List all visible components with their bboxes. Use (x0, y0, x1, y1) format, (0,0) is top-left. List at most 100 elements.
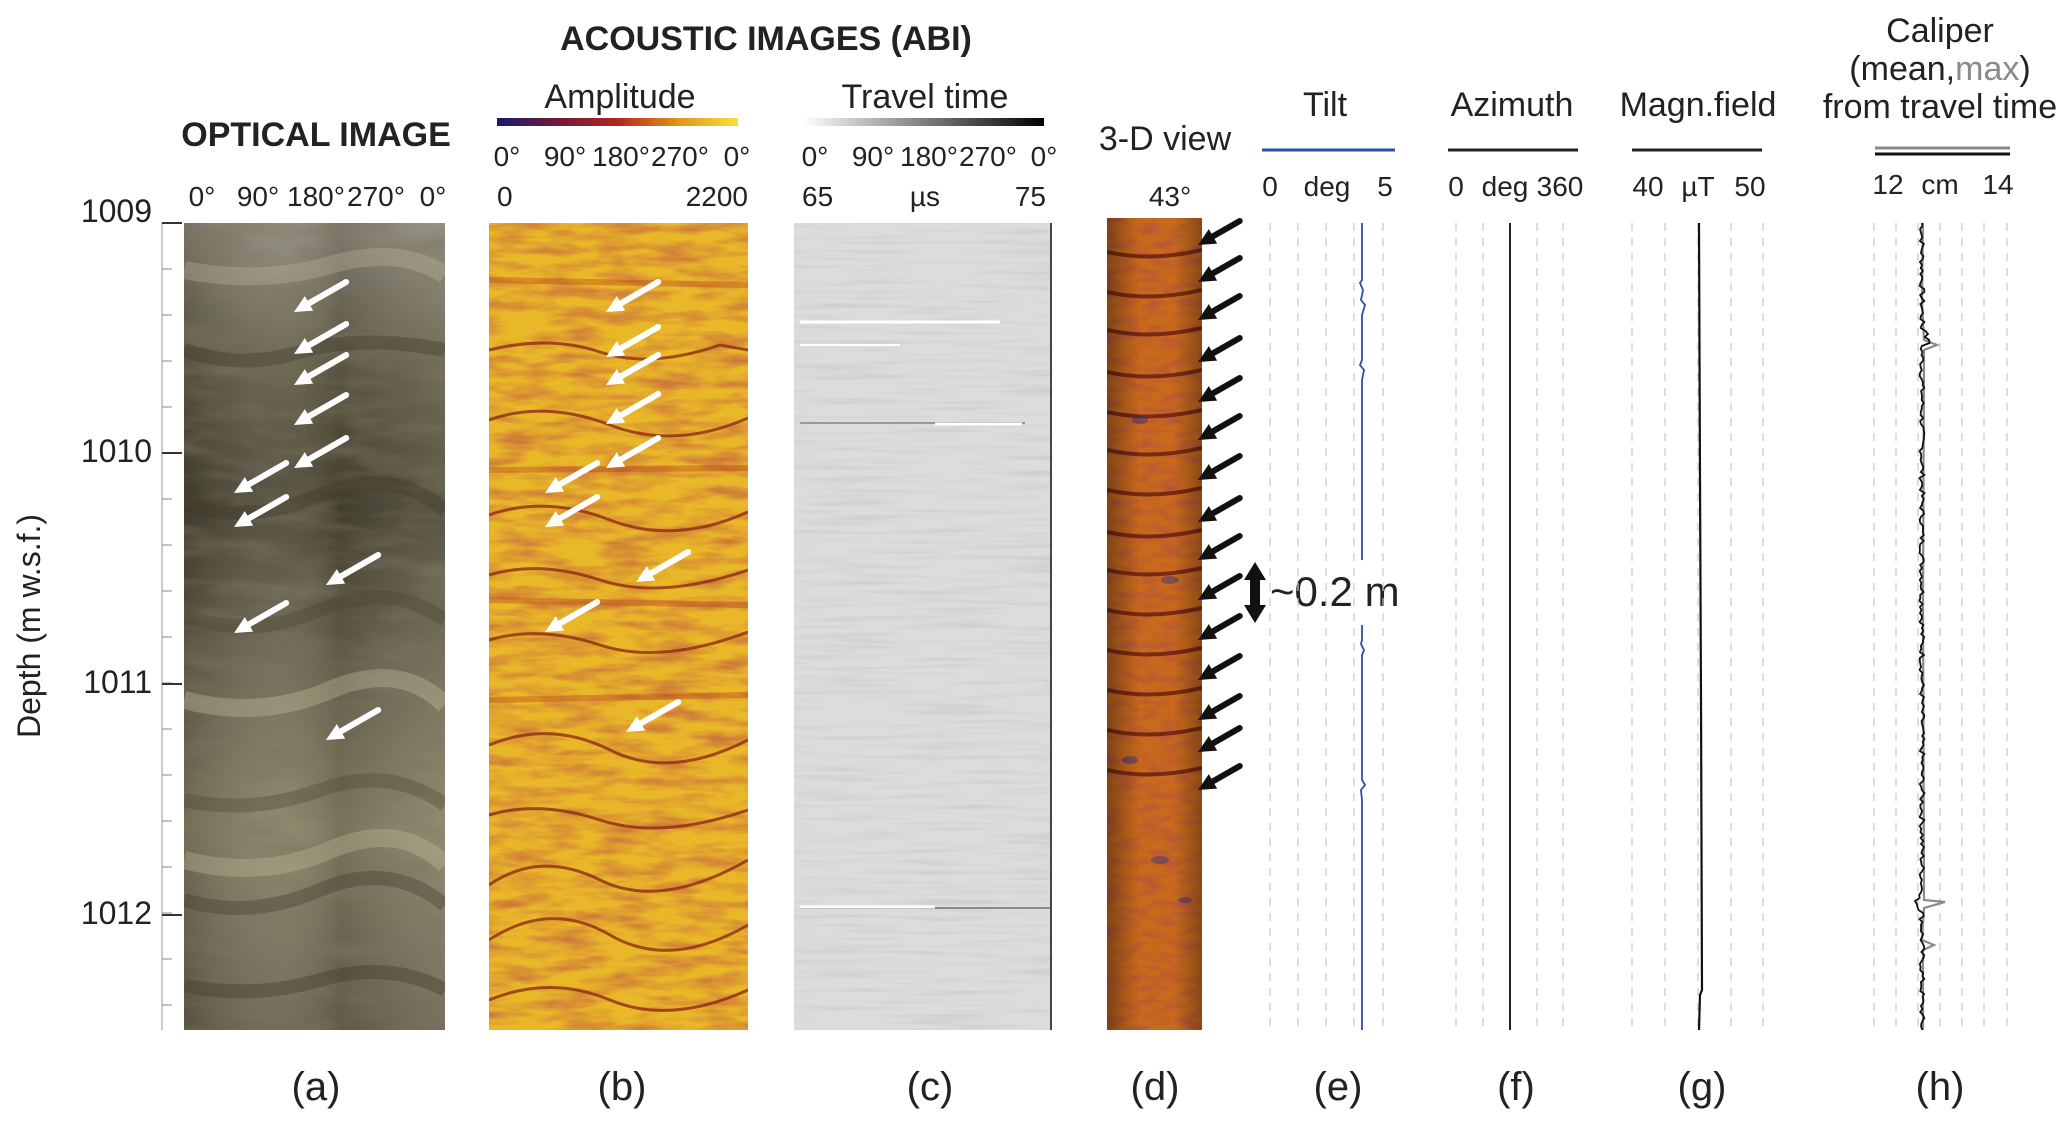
view3d-label: 3-D view (1099, 120, 1232, 158)
azimuth-scale-max: 360 (1537, 171, 1584, 202)
fracture-arrow (303, 435, 350, 464)
travel-time-azimuth-tick: 270° (959, 141, 1017, 172)
travel-time-colorbar (803, 118, 1044, 126)
amplitude-azimuth-tick: 90° (544, 141, 586, 172)
arrow-head-icon (1198, 464, 1218, 480)
fracture-arrow (1207, 653, 1243, 676)
amplitude-fracture-arrows (545, 279, 692, 732)
tilt-scale-max: 5 (1377, 171, 1393, 202)
travel-time-scale-unit: µs (910, 181, 940, 212)
view3d-angle: 43° (1149, 181, 1191, 212)
caliper-max-curve (1920, 222, 1946, 1030)
fracture-arrow (303, 279, 350, 308)
optical-azimuth-ticks: 0° 90° 180° 270° 0° (189, 181, 447, 212)
travel-time-azimuth-tick: 0° (1031, 141, 1058, 172)
azimuth-scale-unit: deg (1482, 171, 1529, 202)
arrow-head-icon (626, 716, 646, 732)
caliper-label-line2: (mean,max) (1849, 50, 2030, 88)
arrow-head-icon (545, 477, 565, 493)
arrow-head-icon (1198, 584, 1218, 600)
panel-letter-d: (d) (1131, 1065, 1180, 1109)
amplitude-scale-max: 2200 (686, 181, 748, 212)
travel-time-scale-min: 65 (802, 181, 833, 212)
arrow-head-icon (606, 408, 626, 424)
travel-time-label: Travel time (842, 78, 1009, 116)
amplitude-scale-min: 0 (497, 181, 513, 212)
optical-azimuth-tick: 0° (189, 181, 216, 212)
fracture-arrow (615, 352, 662, 381)
fracture-arrow (1207, 495, 1243, 518)
caliper-label-close: ) (2019, 50, 2030, 88)
azimuth-label: Azimuth (1451, 86, 1574, 124)
panel-letters: (a) (b) (c) (d) (e) (f) (g) (h) (292, 1065, 1965, 1109)
arrow-head-icon (606, 452, 626, 468)
fracture-arrow (1207, 725, 1243, 748)
depth-tick-label: 1010 (81, 433, 152, 469)
optical-image (184, 223, 445, 1030)
fracture-arrow (1207, 413, 1243, 436)
fracture-arrow (1207, 255, 1243, 278)
fracture-arrow (1207, 375, 1243, 398)
caliper-label-max: max (1955, 50, 2019, 88)
fracture-arrow (303, 321, 350, 350)
magn-field-scale-max: 50 (1734, 171, 1765, 202)
depth-tick-label: 1012 (81, 895, 152, 931)
arrow-head-icon (234, 617, 254, 633)
amplitude-azimuth-tick: 0° (494, 141, 521, 172)
arrow-head-icon (606, 369, 626, 385)
arrow-head-icon (606, 341, 626, 357)
magn-field-curve (1697, 222, 1704, 1031)
acoustic-images-title: ACOUSTIC IMAGES (ABI) (560, 20, 972, 58)
arrow-head-icon (326, 724, 346, 740)
fracture-arrow (635, 699, 682, 728)
arrow-head-icon (234, 511, 254, 527)
fracture-arrow (1207, 218, 1243, 241)
arrow-head-icon (1198, 704, 1218, 720)
arrow-head-icon (1198, 304, 1218, 320)
amplitude-colorbar (497, 118, 738, 126)
optical-fracture-arrows (234, 279, 382, 740)
fracture-arrow (1207, 533, 1243, 556)
fracture-arrow (615, 279, 662, 308)
spacing-label: ~0.2 m (1270, 568, 1400, 615)
fracture-arrow (554, 494, 601, 523)
travel-time-image (794, 223, 1052, 1030)
arrow-head-icon (545, 616, 565, 632)
arrow-head-icon (1198, 229, 1218, 245)
arrow-head-icon (294, 296, 314, 312)
magn-field-label: Magn.field (1620, 86, 1777, 124)
optical-azimuth-tick: 180° (287, 181, 345, 212)
amplitude-azimuth-tick: 270° (651, 141, 709, 172)
caliper-mean-curve (1913, 222, 1931, 1031)
fracture-arrow (615, 391, 662, 420)
fracture-arrow (1207, 763, 1243, 786)
panel-letter-e: (e) (1314, 1065, 1363, 1109)
tilt-curve (1358, 223, 1367, 1030)
fracture-arrow (1207, 613, 1243, 636)
arrow-head-icon (1198, 424, 1218, 440)
arrow-head-icon (294, 338, 314, 354)
tilt-scale-min: 0 (1262, 171, 1278, 202)
arrow-head-icon (1198, 664, 1218, 680)
caliper-label-line3: from travel time (1823, 88, 2057, 126)
travel-time-azimuth-tick: 0° (802, 141, 829, 172)
arrow-head-icon (1198, 506, 1218, 522)
view3d-image (1107, 218, 1202, 1030)
magn-field-gridlines (1631, 223, 1764, 1030)
fracture-arrow (335, 552, 382, 581)
panel-letter-a: (a) (292, 1065, 341, 1109)
fracture-arrow (554, 460, 601, 489)
arrow-head-icon (1198, 624, 1218, 640)
fracture-arrow (615, 324, 662, 353)
travel-time-azimuth-ticks: 0° 90° 180° 270° 0° (802, 141, 1058, 172)
optical-azimuth-tick: 270° (347, 181, 405, 212)
depth-axis-label: Depth (m w.s.f.) (11, 514, 47, 738)
arrow-head-icon (1198, 346, 1218, 362)
double-arrow-icon (1244, 562, 1266, 623)
caliper-label-line1: Caliper (1886, 12, 1994, 50)
panel-letter-b: (b) (598, 1065, 647, 1109)
caliper-scale-min: 12 (1872, 169, 1903, 200)
fracture-arrow (1207, 693, 1243, 716)
fracture-arrow (243, 460, 290, 489)
